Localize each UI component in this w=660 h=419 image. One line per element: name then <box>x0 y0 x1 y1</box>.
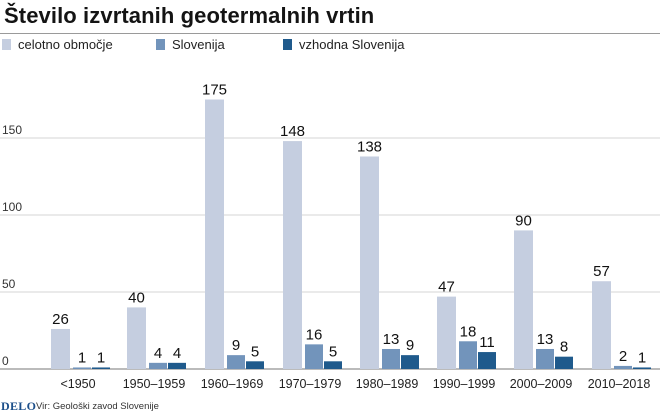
bar-0-3 <box>283 141 302 369</box>
value-label-2-6: 8 <box>560 339 568 356</box>
footer: DELO Vir: Geološki zavod Slovenije <box>0 397 660 417</box>
x-tick-label-6: 2000–2009 <box>510 377 573 391</box>
value-label-1-2: 9 <box>232 337 240 354</box>
x-tick-label-3: 1970–1979 <box>279 377 342 391</box>
value-label-0-7: 57 <box>593 263 610 280</box>
legend: celotno območje Slovenija vzhodna Sloven… <box>0 37 660 57</box>
value-label-0-1: 40 <box>128 289 145 306</box>
x-tick-label-4: 1980–1989 <box>356 377 419 391</box>
value-label-0-5: 47 <box>438 279 455 296</box>
bar-2-5 <box>478 352 496 369</box>
x-tick-label-5: 1990–1999 <box>433 377 496 391</box>
source-note: Vir: Geološki zavod Slovenije <box>36 401 159 412</box>
value-label-1-3: 16 <box>306 326 323 343</box>
bar-1-4 <box>382 348 400 369</box>
y-tick-label-100: 100 <box>2 200 22 214</box>
bar-0-4 <box>360 156 379 369</box>
value-label-0-0: 26 <box>52 311 69 328</box>
y-tick-label-0: 0 <box>2 354 9 368</box>
y-tick-label-50: 50 <box>2 277 16 291</box>
legend-swatch-slovenija <box>156 39 165 50</box>
legend-swatch-vzhodna <box>283 39 292 50</box>
bar-0-7 <box>592 281 611 369</box>
value-label-1-6: 13 <box>537 331 554 348</box>
bar-1-5 <box>459 341 477 369</box>
bar-1-6 <box>536 348 554 369</box>
value-label-2-3: 5 <box>329 343 337 360</box>
bar-2-4 <box>401 355 419 369</box>
legend-item-slovenija: Slovenija <box>156 37 225 52</box>
bar-2-2 <box>246 361 264 369</box>
bar-1-1 <box>149 362 167 369</box>
value-label-2-2: 5 <box>251 343 259 360</box>
legend-item-celotno: celotno območje <box>2 37 113 52</box>
bar-2-1 <box>168 362 186 369</box>
x-tick-label-0: <1950 <box>60 377 95 391</box>
value-label-0-2: 175 <box>202 82 227 99</box>
bar-2-3 <box>324 361 342 369</box>
chart-title: Število izvrtanih geotermalnih vrtin <box>4 3 375 28</box>
value-label-2-1: 4 <box>173 345 181 362</box>
brand-logo: DELO <box>1 399 37 413</box>
x-tick-label-1: 1950–1959 <box>123 377 186 391</box>
bar-2-0 <box>92 367 110 369</box>
value-label-2-7: 1 <box>638 349 646 366</box>
value-label-1-5: 18 <box>460 323 477 340</box>
legend-swatch-celotno <box>2 39 11 50</box>
bar-0-2 <box>205 99 224 369</box>
value-label-1-0: 1 <box>78 349 86 366</box>
value-label-2-5: 11 <box>479 334 495 351</box>
x-tick-label-7: 2010–2018 <box>588 377 651 391</box>
bar-2-7 <box>633 367 651 369</box>
bar-0-5 <box>437 296 456 369</box>
value-label-1-4: 13 <box>383 331 400 348</box>
value-label-1-1: 4 <box>154 345 162 362</box>
legend-label-vzhodna: vzhodna Slovenija <box>299 37 405 52</box>
bar-1-0 <box>73 367 91 369</box>
legend-label-celotno: celotno območje <box>18 37 113 52</box>
title-divider <box>0 33 660 34</box>
legend-item-vzhodna: vzhodna Slovenija <box>283 37 405 52</box>
value-label-1-7: 2 <box>619 348 627 365</box>
bar-0-1 <box>127 307 146 369</box>
bar-1-3 <box>305 344 323 369</box>
value-label-0-3: 148 <box>280 123 305 140</box>
value-label-2-0: 1 <box>97 349 105 366</box>
bar-2-6 <box>555 356 573 369</box>
bar-1-2 <box>227 355 245 369</box>
value-label-0-4: 138 <box>357 138 382 155</box>
y-tick-label-150: 150 <box>2 123 22 137</box>
bar-1-7 <box>614 365 632 369</box>
value-label-0-6: 90 <box>515 212 532 229</box>
bar-0-0 <box>51 328 70 369</box>
bar-0-6 <box>514 230 533 369</box>
legend-label-slovenija: Slovenija <box>172 37 225 52</box>
value-label-2-4: 9 <box>406 337 414 354</box>
x-tick-label-2: 1960–1969 <box>201 377 264 391</box>
